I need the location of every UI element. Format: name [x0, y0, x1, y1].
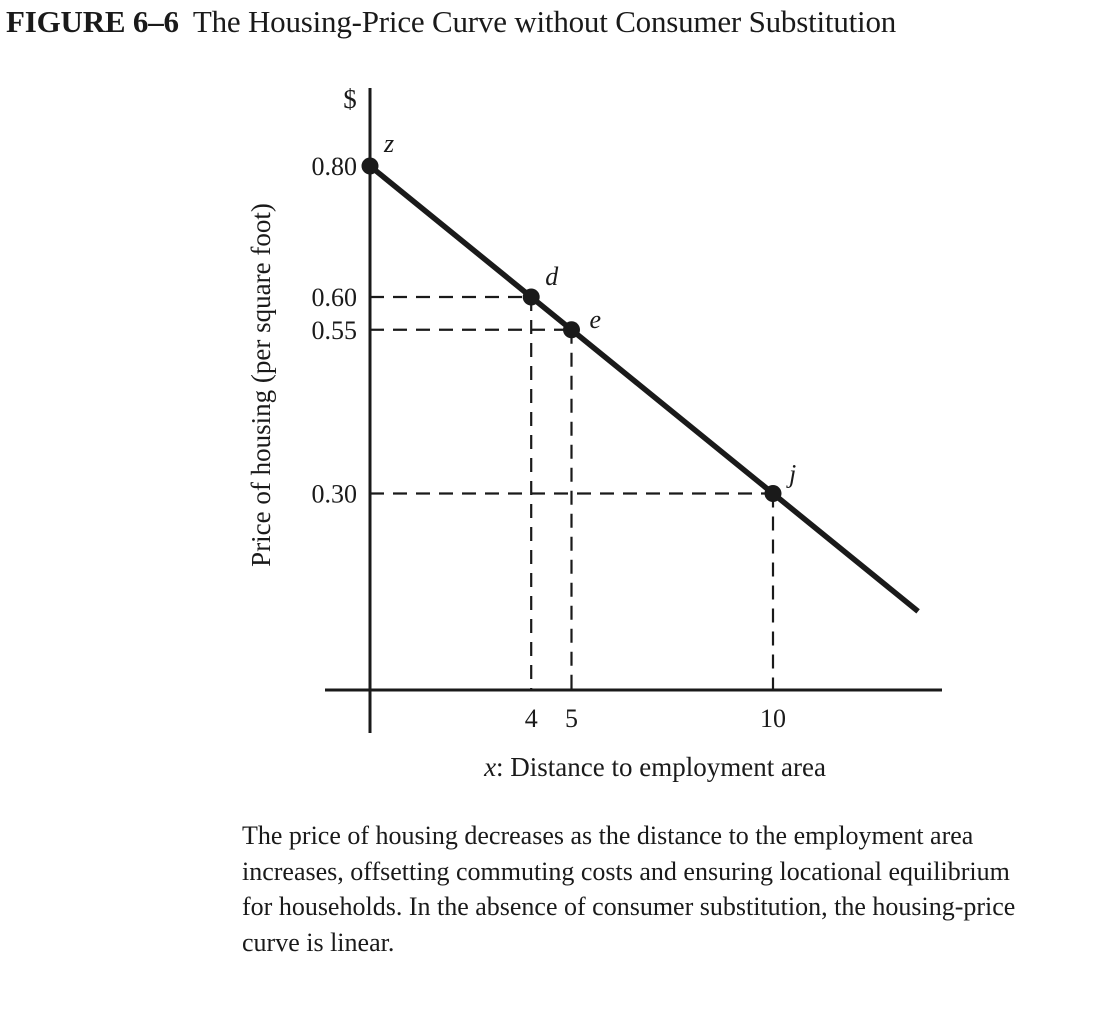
x-axis-variable: x	[483, 752, 496, 782]
tick-labels: 0.80 0.60 0.55 0.30 4 5 10	[312, 152, 787, 733]
curve-points: z d e j	[361, 129, 796, 502]
x-tick-label: 4	[525, 704, 538, 733]
x-axis-label: x: Distance to employment area	[483, 752, 826, 782]
figure-title: FIGURE 6–6 The Housing-Price Curve withou…	[6, 4, 896, 40]
point-d	[522, 288, 540, 306]
x-tick-label: 5	[565, 704, 578, 733]
y-tick-label: 0.55	[312, 316, 358, 345]
point-label-e: e	[590, 305, 602, 334]
figure-caption: The price of housing decreases as the di…	[242, 821, 1016, 957]
housing-price-chart: $ Price of housing (per square foot) x: …	[246, 84, 942, 782]
point-label-j: j	[786, 460, 796, 489]
y-tick-label: 0.80	[312, 152, 358, 181]
x-tick-label: 10	[760, 704, 786, 733]
figure-title-text: The Housing-Price Curve without Consumer…	[192, 4, 897, 39]
point-j	[764, 485, 782, 502]
figure-number: FIGURE 6–6	[6, 4, 179, 39]
x-axis-label-text: : Distance to employment area	[496, 752, 826, 782]
y-axis-unit: $	[343, 84, 357, 114]
y-axis-label: Price of housing (per square foot)	[246, 203, 276, 567]
guide-lines	[370, 295, 775, 690]
y-tick-label: 0.60	[312, 283, 358, 312]
series-line	[368, 163, 920, 614]
point-e	[563, 321, 580, 339]
point-z	[361, 157, 379, 175]
price-curve	[368, 163, 920, 614]
point-label-d: d	[545, 262, 559, 291]
point-label-z: z	[383, 129, 394, 158]
y-tick-label: 0.30	[312, 480, 358, 509]
